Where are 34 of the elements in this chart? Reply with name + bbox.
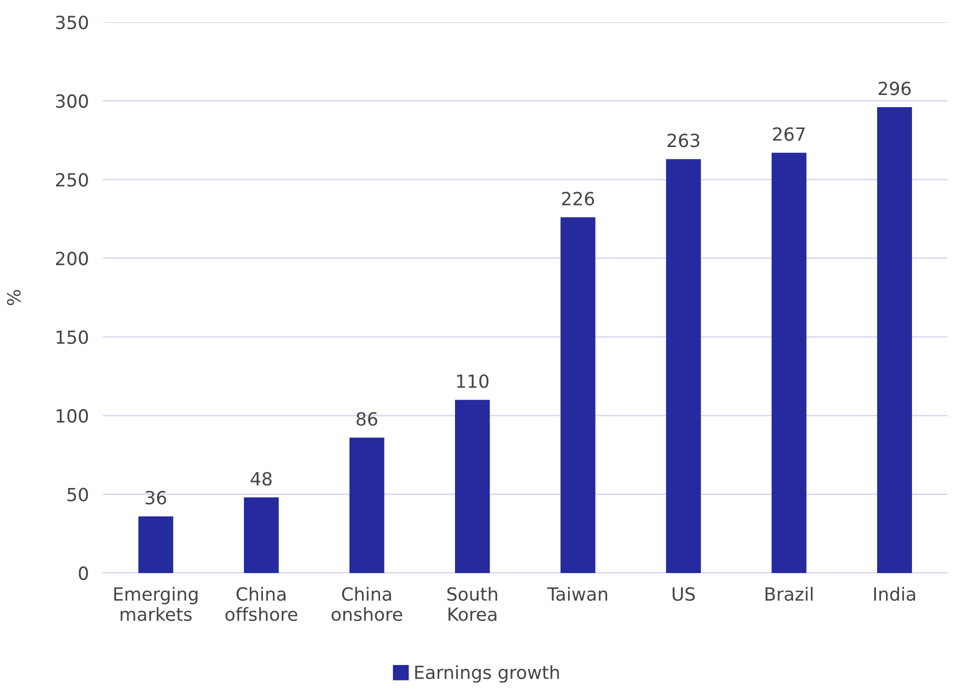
- bar: [560, 217, 596, 573]
- legend-label: Earnings growth: [415, 665, 559, 683]
- x-tick-label: China onshore: [332, 586, 402, 622]
- data-label: 263: [668, 134, 700, 148]
- y-axis-title: %: [6, 290, 21, 306]
- bar: [454, 400, 490, 573]
- data-label: 86: [356, 412, 378, 426]
- y-tick-label: 50: [68, 488, 88, 502]
- x-tick-label: Taiwan: [547, 586, 608, 601]
- y-tick-label: 100: [56, 409, 88, 423]
- bar: [138, 516, 174, 573]
- y-tick-label: 250: [56, 172, 88, 187]
- x-tick-label: Emerging markets: [114, 586, 198, 622]
- data-label: 36: [146, 490, 166, 504]
- data-label: 48: [250, 472, 272, 486]
- bar: [244, 497, 279, 573]
- y-tick-label: 300: [56, 94, 88, 108]
- y-tick-label: 150: [56, 330, 88, 344]
- bar: [877, 107, 912, 573]
- data-label: 296: [878, 82, 911, 96]
- x-tick-label: South Korea: [447, 586, 498, 622]
- bar: [666, 159, 701, 573]
- x-tick-label: India: [874, 586, 916, 601]
- y-tick-label: 0: [78, 566, 88, 580]
- bar: [772, 152, 806, 573]
- x-tick-label: China offshore: [225, 586, 298, 622]
- y-tick-label: 200: [56, 252, 88, 266]
- y-tick-label: 350: [56, 16, 88, 30]
- bar: [349, 438, 384, 573]
- data-label: 267: [773, 127, 805, 141]
- data-label: 226: [562, 192, 594, 206]
- x-tick-label: Brazil: [766, 586, 813, 601]
- x-tick-label: US: [672, 587, 695, 601]
- data-label: 110: [457, 374, 488, 388]
